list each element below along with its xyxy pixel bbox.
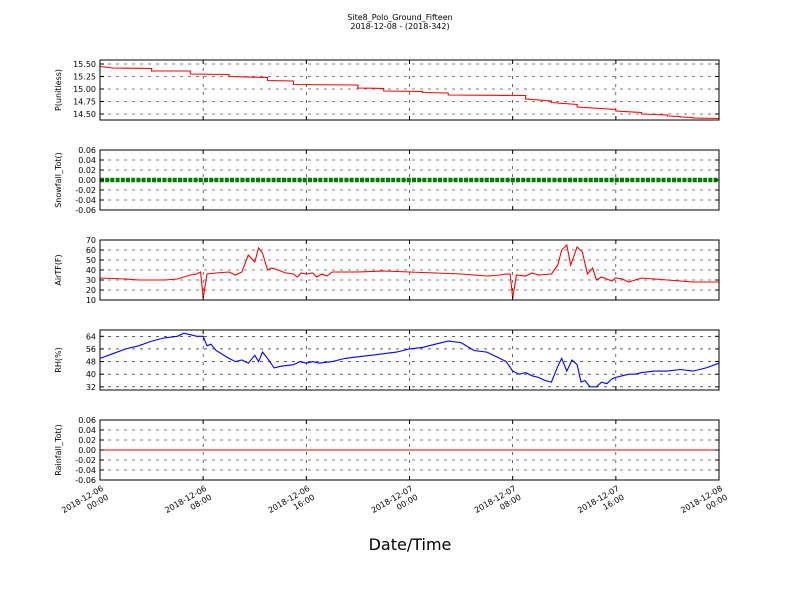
- y-tick-label: -0.04: [75, 196, 96, 205]
- series-line: [99, 65, 720, 120]
- y-tick-label: 40: [86, 370, 96, 379]
- y-tick-label: 14.50: [73, 110, 96, 119]
- y-tick-label: 0.02: [78, 166, 96, 175]
- y-tick-label: 32: [86, 383, 96, 392]
- y-axis-label: P(unitless): [54, 69, 63, 111]
- y-tick-label: 14.75: [73, 98, 96, 107]
- y-tick-label: 56: [86, 345, 96, 354]
- y-tick-label: 64: [86, 332, 96, 341]
- y-tick-label: 0.00: [78, 446, 96, 455]
- chart-title: Site8_Polo_Ground_Fifteen: [347, 13, 452, 22]
- y-tick-label: 0.04: [78, 156, 96, 165]
- y-tick-label: 0.00: [78, 176, 96, 185]
- y-tick-label: -0.04: [75, 466, 96, 475]
- plot-panels: 15.50 15.25 15.00 14.75 14.50 P(unitless) 0.06…: [54, 59, 720, 485]
- y-tick-label: -0.02: [75, 186, 96, 195]
- series-line: [99, 243, 719, 299]
- y-tick-label: 40: [86, 266, 96, 275]
- panel-1: 15.50 15.25 15.00 14.75 14.50 P(unitless): [54, 59, 720, 121]
- y-axis-label: Rainfall_Tot(): [54, 424, 63, 476]
- y-axis-label: Snowfall_Tot(): [54, 152, 63, 208]
- y-tick-label: -0.06: [75, 476, 96, 485]
- y-tick-label: 0.06: [78, 146, 96, 155]
- y-tick-label: 70: [86, 236, 96, 245]
- y-tick-label: 0.06: [78, 416, 96, 425]
- y-tick-label: 15.25: [73, 73, 96, 82]
- y-axis-label: RH(%): [54, 347, 63, 372]
- panel-2: 0.060.040.020.00-0.02-0.04-0.06 Snowfall_…: [54, 146, 720, 215]
- y-tick-label: 15.50: [73, 60, 96, 69]
- panel-5: 0.060.040.020.00-0.02-0.04-0.06 Rainfall_…: [54, 416, 720, 485]
- y-tick-label: 0.04: [78, 426, 96, 435]
- series-line: [99, 332, 720, 388]
- y-tick-label: 50: [86, 256, 96, 265]
- y-tick-label: 60: [86, 246, 96, 255]
- y-tick-label: 48: [86, 358, 96, 367]
- y-tick-label: -0.06: [75, 206, 96, 215]
- x-axis-label: Date/Time: [369, 535, 452, 554]
- y-tick-label: 0.02: [78, 436, 96, 445]
- y-tick-label: -0.02: [75, 456, 96, 465]
- panel-4: 64 56 48 40 32 RH(%): [54, 329, 720, 392]
- y-tick-label: 30: [86, 276, 96, 285]
- y-axis-label: AirTF(F): [54, 254, 63, 285]
- y-tick-label: 15.00: [73, 85, 96, 94]
- y-tick-label: 10: [86, 296, 96, 305]
- chart-subtitle: 2018-12-08 - (2018-342): [350, 22, 449, 31]
- y-tick-label: 20: [86, 286, 96, 295]
